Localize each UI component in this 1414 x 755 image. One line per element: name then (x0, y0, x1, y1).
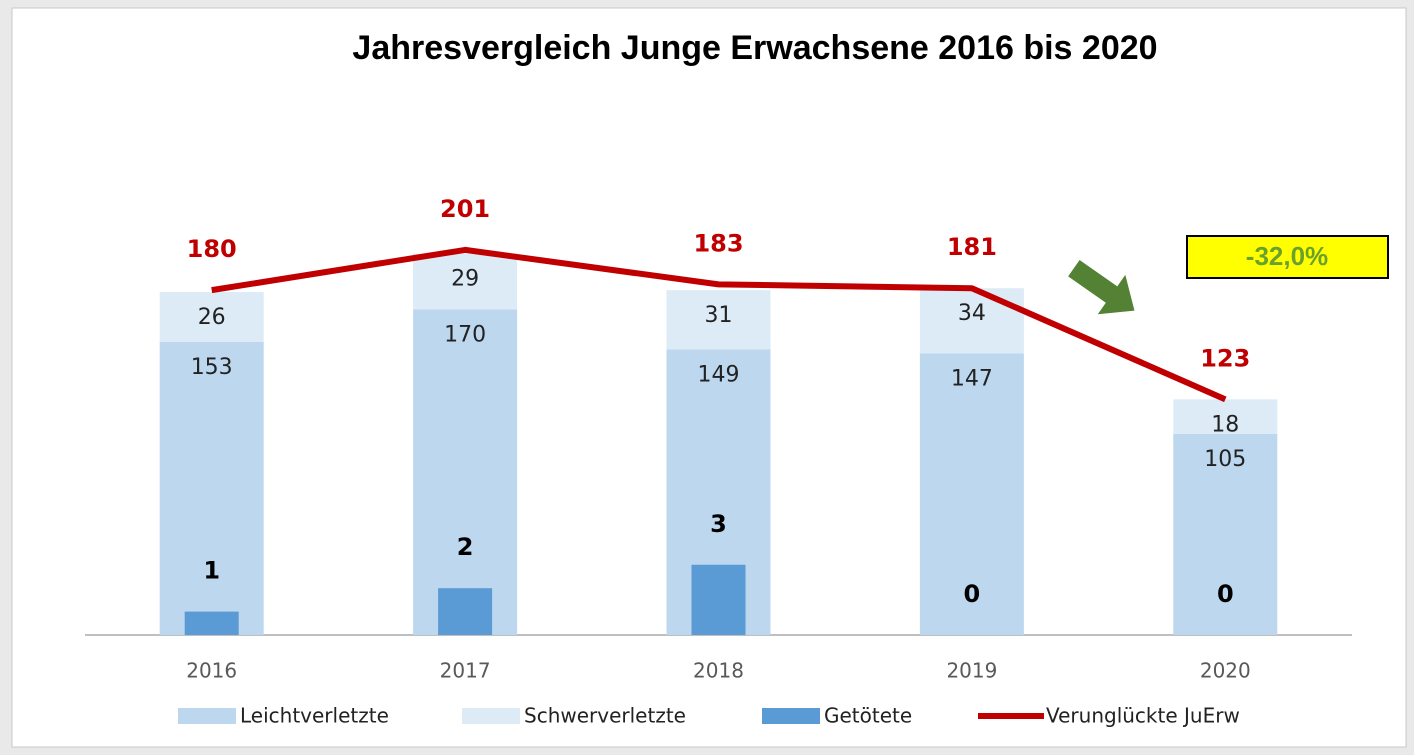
bar-segment (919, 353, 1024, 635)
bar-segment (919, 288, 1024, 354)
value-label: 147 (951, 366, 993, 391)
legend-swatch (762, 708, 820, 724)
value-label: 201 (440, 195, 490, 223)
bar-segment (413, 309, 518, 635)
value-label: 153 (191, 355, 233, 380)
bar-segment (413, 253, 518, 310)
legend-label: Verunglückte JuErw (1046, 704, 1240, 728)
chart-title: Jahresvergleich Junge Erwachsene 2016 bi… (352, 29, 1157, 67)
value-label: 18 (1211, 412, 1239, 437)
value-label: 2 (457, 533, 474, 561)
value-label: 180 (187, 235, 237, 263)
bar (184, 611, 239, 635)
bar-segment (1173, 399, 1278, 434)
bar (438, 588, 493, 635)
value-label: 170 (444, 322, 486, 347)
bar-segment (666, 290, 771, 350)
annotation-box (1186, 235, 1389, 279)
legend-swatch (178, 708, 236, 724)
arrow-icon (1068, 260, 1135, 315)
line (211, 246, 1227, 403)
value-label: 26 (198, 305, 226, 330)
legend-label: Schwerverletzte (524, 704, 686, 728)
x-tick-label: 2019 (946, 659, 997, 683)
value-label: 181 (947, 233, 997, 261)
value-label: 0 (964, 580, 981, 608)
bar-segment (1173, 433, 1278, 635)
legend-label: Leichtverletzte (240, 704, 389, 728)
arrow (1068, 260, 1135, 315)
bar-segment (159, 341, 264, 635)
x-tick-label: 2020 (1200, 659, 1251, 683)
legend-swatch (462, 708, 520, 724)
x-tick-label: 2018 (693, 659, 744, 683)
value-label: 183 (693, 229, 743, 257)
value-label: 123 (1200, 344, 1250, 372)
annotation-text: -32,0% (1246, 241, 1328, 271)
value-label: 29 (451, 267, 479, 292)
value-label: 31 (705, 303, 733, 328)
x-tick-label: 2017 (440, 659, 491, 683)
value-label: 34 (958, 301, 986, 326)
value-label: 149 (698, 363, 740, 388)
value-label: 1 (203, 557, 220, 585)
value-label: 3 (710, 510, 727, 538)
legend-label: Getötete (824, 704, 912, 728)
value-label: 105 (1204, 447, 1246, 472)
bar (691, 564, 746, 635)
value-label: 0 (1217, 580, 1234, 608)
bar-segment (159, 292, 264, 342)
x-tick-label: 2016 (186, 659, 237, 683)
